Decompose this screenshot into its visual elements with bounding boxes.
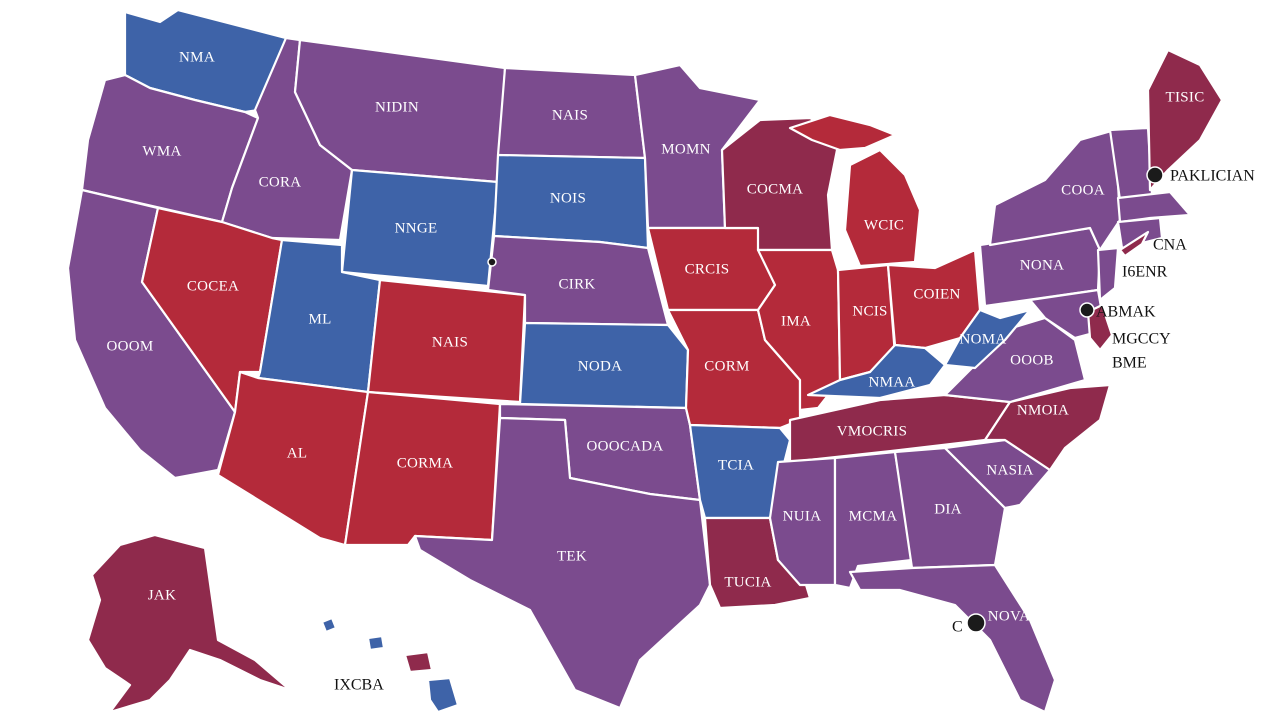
state-maine[interactable] [1146,48,1224,192]
state-label-il: IMA [781,313,811,329]
callout-label-hi: IXCBA [334,677,384,694]
state-label-ia: CRCIS [685,261,730,277]
callout-label-ne-states: PAKLICIAN [1170,168,1255,185]
state-label-ms: NUIA [783,508,822,524]
state-label-la: TUCIA [724,574,771,590]
state-hawaii-2[interactable] [366,634,386,652]
state-labels-layer: NMA WMA OOOM CORA COCEA NIDIN NNGE ML AL… [106,49,1204,624]
state-label-ne: CIRK [558,276,595,292]
state-label-wa: NMA [179,49,215,65]
state-illinois[interactable] [756,248,842,412]
states-layer [66,8,1224,714]
callout-label-ri: I6ENR [1122,264,1168,281]
callout-label-fl-pin: C [952,619,963,636]
state-label-pa: NONA [1020,257,1065,273]
state-label-nc: NMOIA [1017,402,1069,418]
callout-label-ct: CNA [1153,237,1187,254]
state-michigan[interactable] [843,148,922,268]
state-label-ca: OOOM [106,338,153,354]
location-pin-icon[interactable] [487,257,497,267]
state-new-jersey[interactable] [1096,246,1120,302]
state-hawaii-1[interactable] [320,616,338,634]
state-hawaii-4[interactable] [426,676,460,714]
state-label-me: TISIC [1166,89,1205,105]
state-label-mi: WCIC [864,217,904,233]
state-label-ok: OOOCADA [586,438,663,454]
callout-label-de: MGCCY [1112,331,1171,348]
markers-layer [487,166,1164,633]
state-label-or: WMA [142,143,181,159]
state-massachusetts[interactable] [1116,190,1192,224]
state-label-sd: NOIS [550,190,586,206]
state-label-nm: CORMA [397,455,454,471]
state-label-va: OOOB [1010,352,1054,368]
state-label-co: NAIS [432,334,468,350]
state-delaware-accent[interactable] [1086,303,1114,352]
state-kentucky[interactable] [806,343,947,400]
state-label-wy: NNGE [395,220,438,236]
state-label-tx: TEK [557,548,587,564]
state-label-tn: VMOCRIS [837,423,907,439]
state-label-mo: CORM [704,358,749,374]
state-label-id: CORA [259,174,302,190]
state-florida[interactable] [848,563,1057,714]
state-south-carolina[interactable] [943,438,1052,510]
state-label-mt: NIDIN [375,99,419,115]
state-label-sc: NASIA [986,462,1033,478]
state-label-ky: NMAA [868,374,915,390]
state-georgia[interactable] [893,446,1007,570]
state-west-virginia[interactable] [943,308,1032,370]
state-wisconsin[interactable] [720,116,842,252]
state-alaska[interactable] [86,533,292,714]
state-label-nv: COCEA [187,278,239,294]
state-label-nd: NAIS [552,107,588,123]
state-label-ut: ML [308,311,331,327]
location-pin-icon[interactable] [966,613,986,633]
state-label-mn: MOMN [661,141,711,157]
external-labels-layer: PAKLICIAN CNA I6ENR ABMAK MGCCY BME IXCB… [334,168,1255,694]
state-label-al: MCMA [849,508,898,524]
state-north-carolina[interactable] [983,383,1112,472]
state-label-fl: NOVA [988,608,1031,624]
state-label-ga: DIA [934,501,962,517]
state-label-wv: NOMA [959,331,1006,347]
callout-label-md: ABMAK [1096,304,1156,321]
location-pin-icon[interactable] [1079,302,1095,318]
state-label-ny: COOA [1061,182,1105,198]
callout-label-dc: BME [1112,355,1147,372]
state-texas[interactable] [413,416,712,710]
state-label-ak: JAK [148,587,176,603]
state-label-wi: COCMA [747,181,804,197]
state-michigan-up[interactable] [788,113,897,152]
location-pin-icon[interactable] [1146,166,1164,184]
state-hawaii-3[interactable] [403,650,434,674]
state-label-oh: COIEN [913,286,960,302]
state-label-ks: NODA [578,358,623,374]
state-li-accent[interactable] [1118,230,1150,258]
state-connecticut-ri[interactable] [1116,216,1164,250]
state-label-ar: TCIA [718,457,754,473]
state-label-az: AL [287,445,308,461]
state-label-in: NCIS [852,303,887,319]
